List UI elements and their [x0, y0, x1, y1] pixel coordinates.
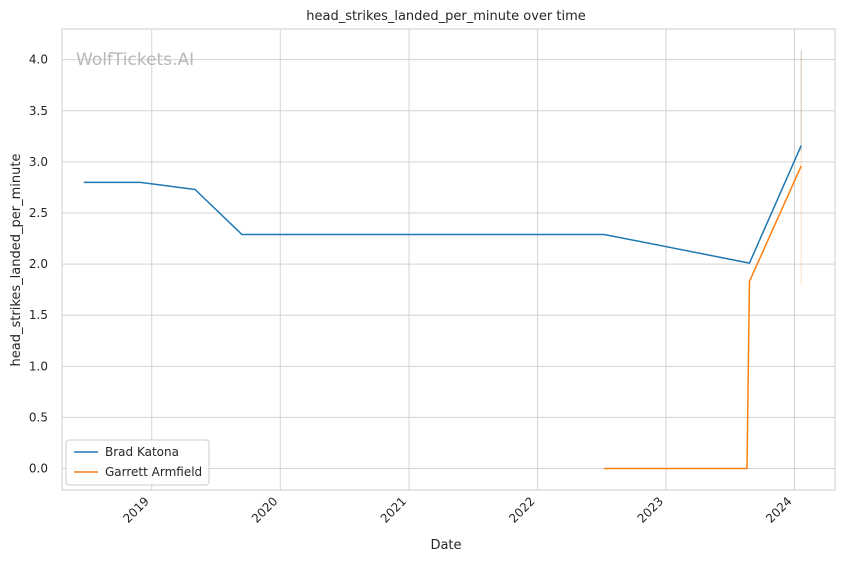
- watermark: WolfTickets.AI: [76, 50, 194, 70]
- y-tick-label: 1.0: [29, 359, 48, 373]
- x-axis-title: Date: [430, 538, 461, 553]
- chart-title: head_strikes_landed_per_minute over time: [306, 9, 586, 24]
- y-tick-label: 3.0: [29, 155, 48, 169]
- plot-border: [61, 28, 836, 491]
- series-line-1: [604, 165, 802, 470]
- y-tick-label: 2.5: [29, 206, 48, 220]
- series-lines: [83, 145, 802, 470]
- y-tick-label: 3.5: [29, 104, 48, 118]
- y-tick-label: 0.0: [29, 462, 48, 476]
- legend-box: [65, 439, 210, 486]
- legend: Brad Katona Garrett Armfield: [65, 439, 210, 486]
- y-axis-title: head_strikes_landed_per_minute: [9, 154, 24, 367]
- legend-label-garrett-armfield: Garrett Armfield: [105, 465, 202, 479]
- grid-lines: [62, 29, 835, 490]
- y-axis-ticks: 0.0 0.5 1.0 1.5 2.0 2.5 3.0 3.5 4.0: [29, 53, 48, 476]
- legend-label-brad-katona: Brad Katona: [105, 445, 179, 459]
- series-line-0: [83, 145, 802, 264]
- y-tick-label: 2.0: [29, 257, 48, 271]
- plot-frame: [61, 28, 836, 491]
- y-tick-label: 1.5: [29, 308, 48, 322]
- y-tick-label: 4.0: [29, 53, 48, 67]
- y-tick-label: 0.5: [29, 410, 48, 424]
